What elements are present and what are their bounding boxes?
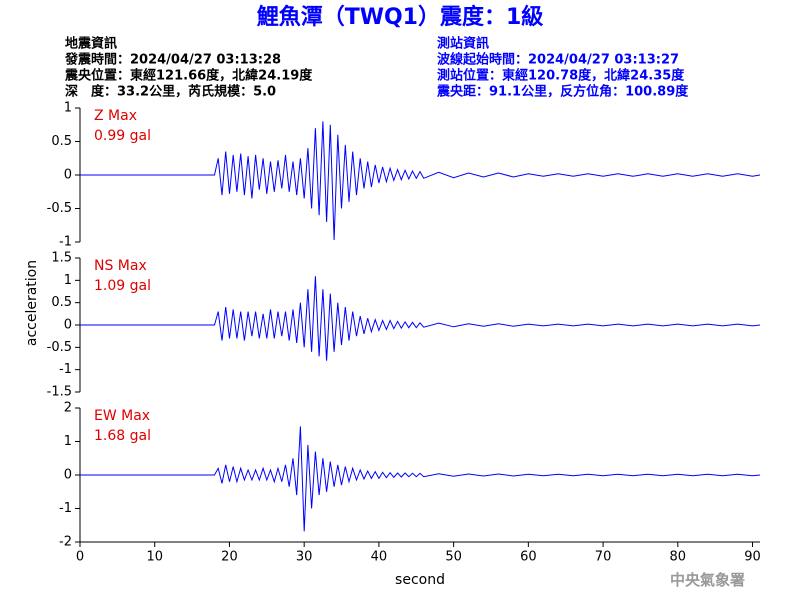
info-right: 測站資訊: [437, 36, 489, 52]
chart-title: 鯉魚潭（TWQ1）震度：1級: [257, 4, 544, 30]
y-tick-label: -0.5: [47, 340, 72, 355]
x-tick-label: 10: [146, 550, 163, 565]
y-tick-label: 1: [64, 101, 72, 116]
x-tick-label: 80: [670, 550, 687, 565]
y-tick-label: -2: [59, 535, 72, 550]
y-tick-label: 0: [64, 318, 72, 333]
y-tick-label: 1: [64, 434, 72, 449]
panel-label: EW Max: [94, 408, 150, 424]
info-left: 地震資訊: [65, 36, 117, 52]
x-tick-label: 50: [445, 550, 462, 565]
y-tick-label: -1: [59, 501, 72, 516]
waveform: [80, 426, 761, 532]
y-tick-label: 2: [64, 401, 72, 416]
panel-max: 0.99 gal: [94, 128, 151, 144]
x-axis-label: second: [395, 572, 445, 588]
x-tick-label: 70: [595, 550, 612, 565]
x-tick-label: 20: [221, 550, 238, 565]
x-tick-label: 40: [371, 550, 388, 565]
waveform: [80, 121, 761, 241]
info-right: 震央距：91.1公里，反方位角：100.89度: [436, 84, 689, 100]
y-tick-label: -1: [59, 362, 72, 377]
panel-max: 1.68 gal: [94, 428, 151, 444]
waveform: [80, 276, 761, 361]
info-left: 震央位置：東經121.66度，北緯24.19度: [64, 68, 313, 84]
info-left: 深 度：33.2公里，芮氏規模：5.0: [65, 84, 276, 100]
panel-label: Z Max: [94, 108, 137, 124]
x-tick-label: 90: [744, 550, 761, 565]
info-right: 波線起始時間：2024/04/27 03:13:27: [437, 52, 679, 68]
y-tick-label: 0: [64, 468, 72, 483]
panel-max: 1.09 gal: [94, 278, 151, 294]
y-tick-label: -0.5: [47, 201, 72, 216]
y-tick-label: 0: [64, 168, 72, 183]
y-tick-label: 1: [64, 273, 72, 288]
info-right: 測站位置：東經120.78度，北緯24.35度: [437, 68, 685, 84]
footer: 中央氣象署: [670, 571, 745, 589]
y-axis-label: acceleration: [24, 260, 40, 346]
info-left: 發震時間：2024/04/27 03:13:28: [64, 52, 281, 68]
y-tick-label: 0.5: [51, 134, 72, 149]
y-tick-label: -1: [59, 235, 72, 250]
y-tick-label: -1.5: [47, 385, 72, 400]
x-tick-label: 30: [296, 550, 313, 565]
x-tick-label: 60: [520, 550, 537, 565]
y-tick-label: 1.5: [51, 251, 72, 266]
y-tick-label: 0.5: [51, 295, 72, 310]
x-tick-label: 0: [76, 550, 84, 565]
panel-label: NS Max: [94, 258, 147, 274]
